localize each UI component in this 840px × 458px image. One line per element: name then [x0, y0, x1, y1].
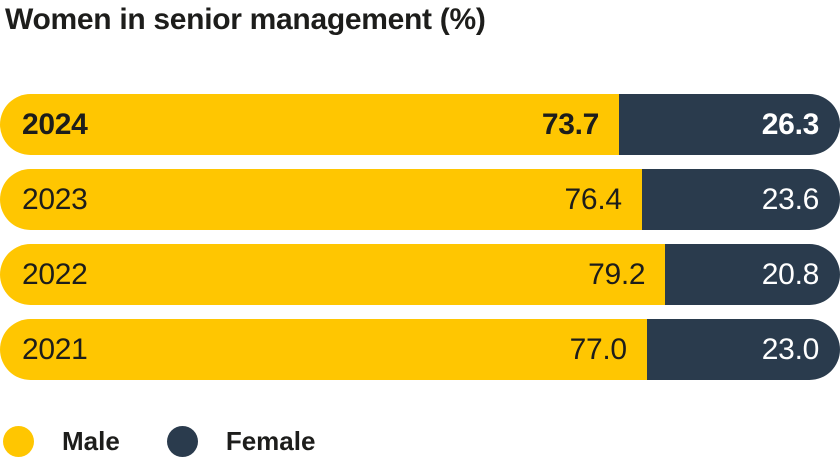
male-color-dot-icon: [3, 426, 34, 457]
female-value-label: 23.0: [761, 332, 820, 366]
bar-row: 2022 79.2 20.8: [0, 244, 840, 305]
male-value-label: 73.7: [541, 107, 600, 141]
male-value-label: 76.4: [564, 182, 623, 216]
legend: Male Female: [3, 426, 840, 457]
year-label: 2024: [22, 107, 88, 141]
female-value-label: 20.8: [761, 257, 820, 291]
female-value-label: 26.3: [761, 107, 820, 141]
stacked-bar-chart: 2024 73.7 26.3 2023 76.4 23.6 2022 79.2 …: [0, 94, 840, 380]
year-label: 2023: [22, 182, 88, 216]
bar-segment-male: 2022 79.2: [0, 244, 666, 305]
bar-segment-female: 23.0: [646, 319, 840, 380]
bar-segment-female: 23.6: [641, 169, 840, 230]
bar-segment-female: 26.3: [619, 94, 840, 155]
bar-row: 2023 76.4 23.6: [0, 169, 840, 230]
legend-item-female: Female: [166, 426, 316, 457]
male-value-label: 77.0: [569, 332, 628, 366]
female-value-label: 23.6: [761, 182, 820, 216]
legend-item-male: Male: [3, 426, 120, 457]
male-value-label: 79.2: [588, 257, 646, 291]
bar-segment-male: 2024 73.7: [0, 94, 620, 155]
bar-segment-male: 2023 76.4: [0, 169, 642, 230]
bar-row: 2024 73.7 26.3: [0, 94, 840, 155]
legend-label-female: Female: [225, 426, 316, 456]
bar-row: 2021 77.0 23.0: [0, 319, 840, 380]
legend-label-male: Male: [62, 426, 120, 456]
year-label: 2021: [22, 332, 88, 366]
bar-segment-male: 2021 77.0: [0, 319, 647, 380]
female-color-dot-icon: [166, 426, 198, 457]
bar-segment-female: 20.8: [665, 244, 840, 305]
year-label: 2022: [22, 257, 88, 291]
chart-page: Women in senior management (%) 2024 73.7…: [0, 3, 840, 458]
page-title: Women in senior management (%): [5, 3, 486, 36]
